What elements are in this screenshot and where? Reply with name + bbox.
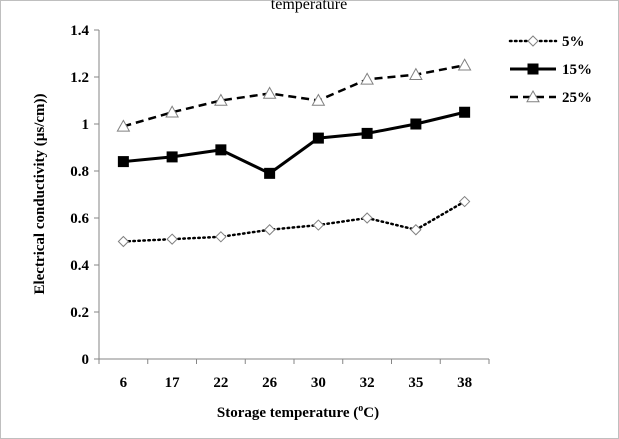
y-tick-label: 0.6 — [70, 211, 89, 227]
data-point — [215, 144, 227, 156]
legend-label: 5% — [562, 34, 585, 50]
data-point — [166, 151, 178, 163]
x-axis-label-suffix: C) — [363, 405, 379, 421]
plot-axes: 0 0.2 0.4 0.6 0.8 1 1.2 1.4 6 17 22 26 30 32 35 38 — [70, 23, 490, 391]
data-point — [409, 67, 423, 80]
chart-title: temperature — [271, 0, 347, 13]
series-layer — [116, 58, 472, 248]
legend-entry: 5% — [508, 34, 585, 50]
data-point — [117, 235, 130, 248]
data-point — [410, 224, 422, 236]
y-axis-label: Electrical conductivity (µs/cm)) — [32, 93, 48, 294]
data-point — [312, 132, 324, 144]
x-axis-label-text: Storage temperature ( — [217, 405, 358, 421]
x-tick-label: 35 — [408, 375, 423, 391]
legend-entry: 25% — [510, 89, 592, 106]
data-point — [264, 167, 276, 179]
data-point — [166, 233, 178, 245]
y-tick-label: 0.8 — [70, 164, 89, 180]
data-point — [215, 231, 227, 243]
series-line — [123, 64, 465, 128]
y-tick-label: 0 — [82, 352, 90, 368]
series-line — [123, 110, 465, 175]
legend-label: 15% — [562, 62, 592, 78]
x-tick-label: 26 — [262, 375, 278, 391]
data-point — [165, 105, 179, 118]
series-5pct — [117, 195, 471, 248]
legend: 5% 15% 25% — [508, 34, 592, 106]
x-tick-label: 17 — [165, 375, 181, 391]
y-tick-label: 1 — [82, 117, 90, 133]
legend-label: 25% — [562, 90, 592, 106]
data-point — [457, 58, 472, 71]
data-point — [361, 212, 373, 224]
data-point — [116, 119, 131, 132]
x-tick-label: 22 — [213, 375, 228, 391]
x-axis-label: Storage temperature (oC) — [217, 403, 379, 421]
data-point — [311, 93, 326, 106]
data-point — [214, 93, 228, 106]
series-line — [122, 200, 466, 243]
y-tick-label: 0.2 — [70, 305, 89, 321]
x-tick-label: 6 — [120, 375, 128, 391]
x-tick-label: 30 — [311, 375, 326, 391]
legend-marker — [526, 89, 540, 103]
data-point — [312, 219, 325, 231]
legend-entry: 15% — [510, 62, 592, 78]
data-point — [263, 224, 276, 236]
x-tick-label: 38 — [457, 375, 472, 391]
y-tick-label: 1.2 — [70, 70, 89, 86]
data-point — [262, 86, 277, 99]
data-point — [117, 156, 129, 168]
data-point — [458, 195, 471, 208]
legend-marker — [527, 35, 539, 47]
data-point — [410, 118, 422, 130]
x-tick-label: 32 — [360, 375, 375, 391]
data-point — [459, 106, 471, 118]
series-15pct — [117, 106, 471, 179]
x-axis-label-superscript: o — [358, 403, 363, 414]
data-point — [361, 127, 373, 139]
series-25pct — [116, 58, 472, 132]
y-tick-label: 1.4 — [70, 23, 89, 39]
y-tick-label: 0.4 — [70, 258, 89, 274]
data-point — [360, 72, 374, 85]
legend-marker — [527, 63, 539, 75]
